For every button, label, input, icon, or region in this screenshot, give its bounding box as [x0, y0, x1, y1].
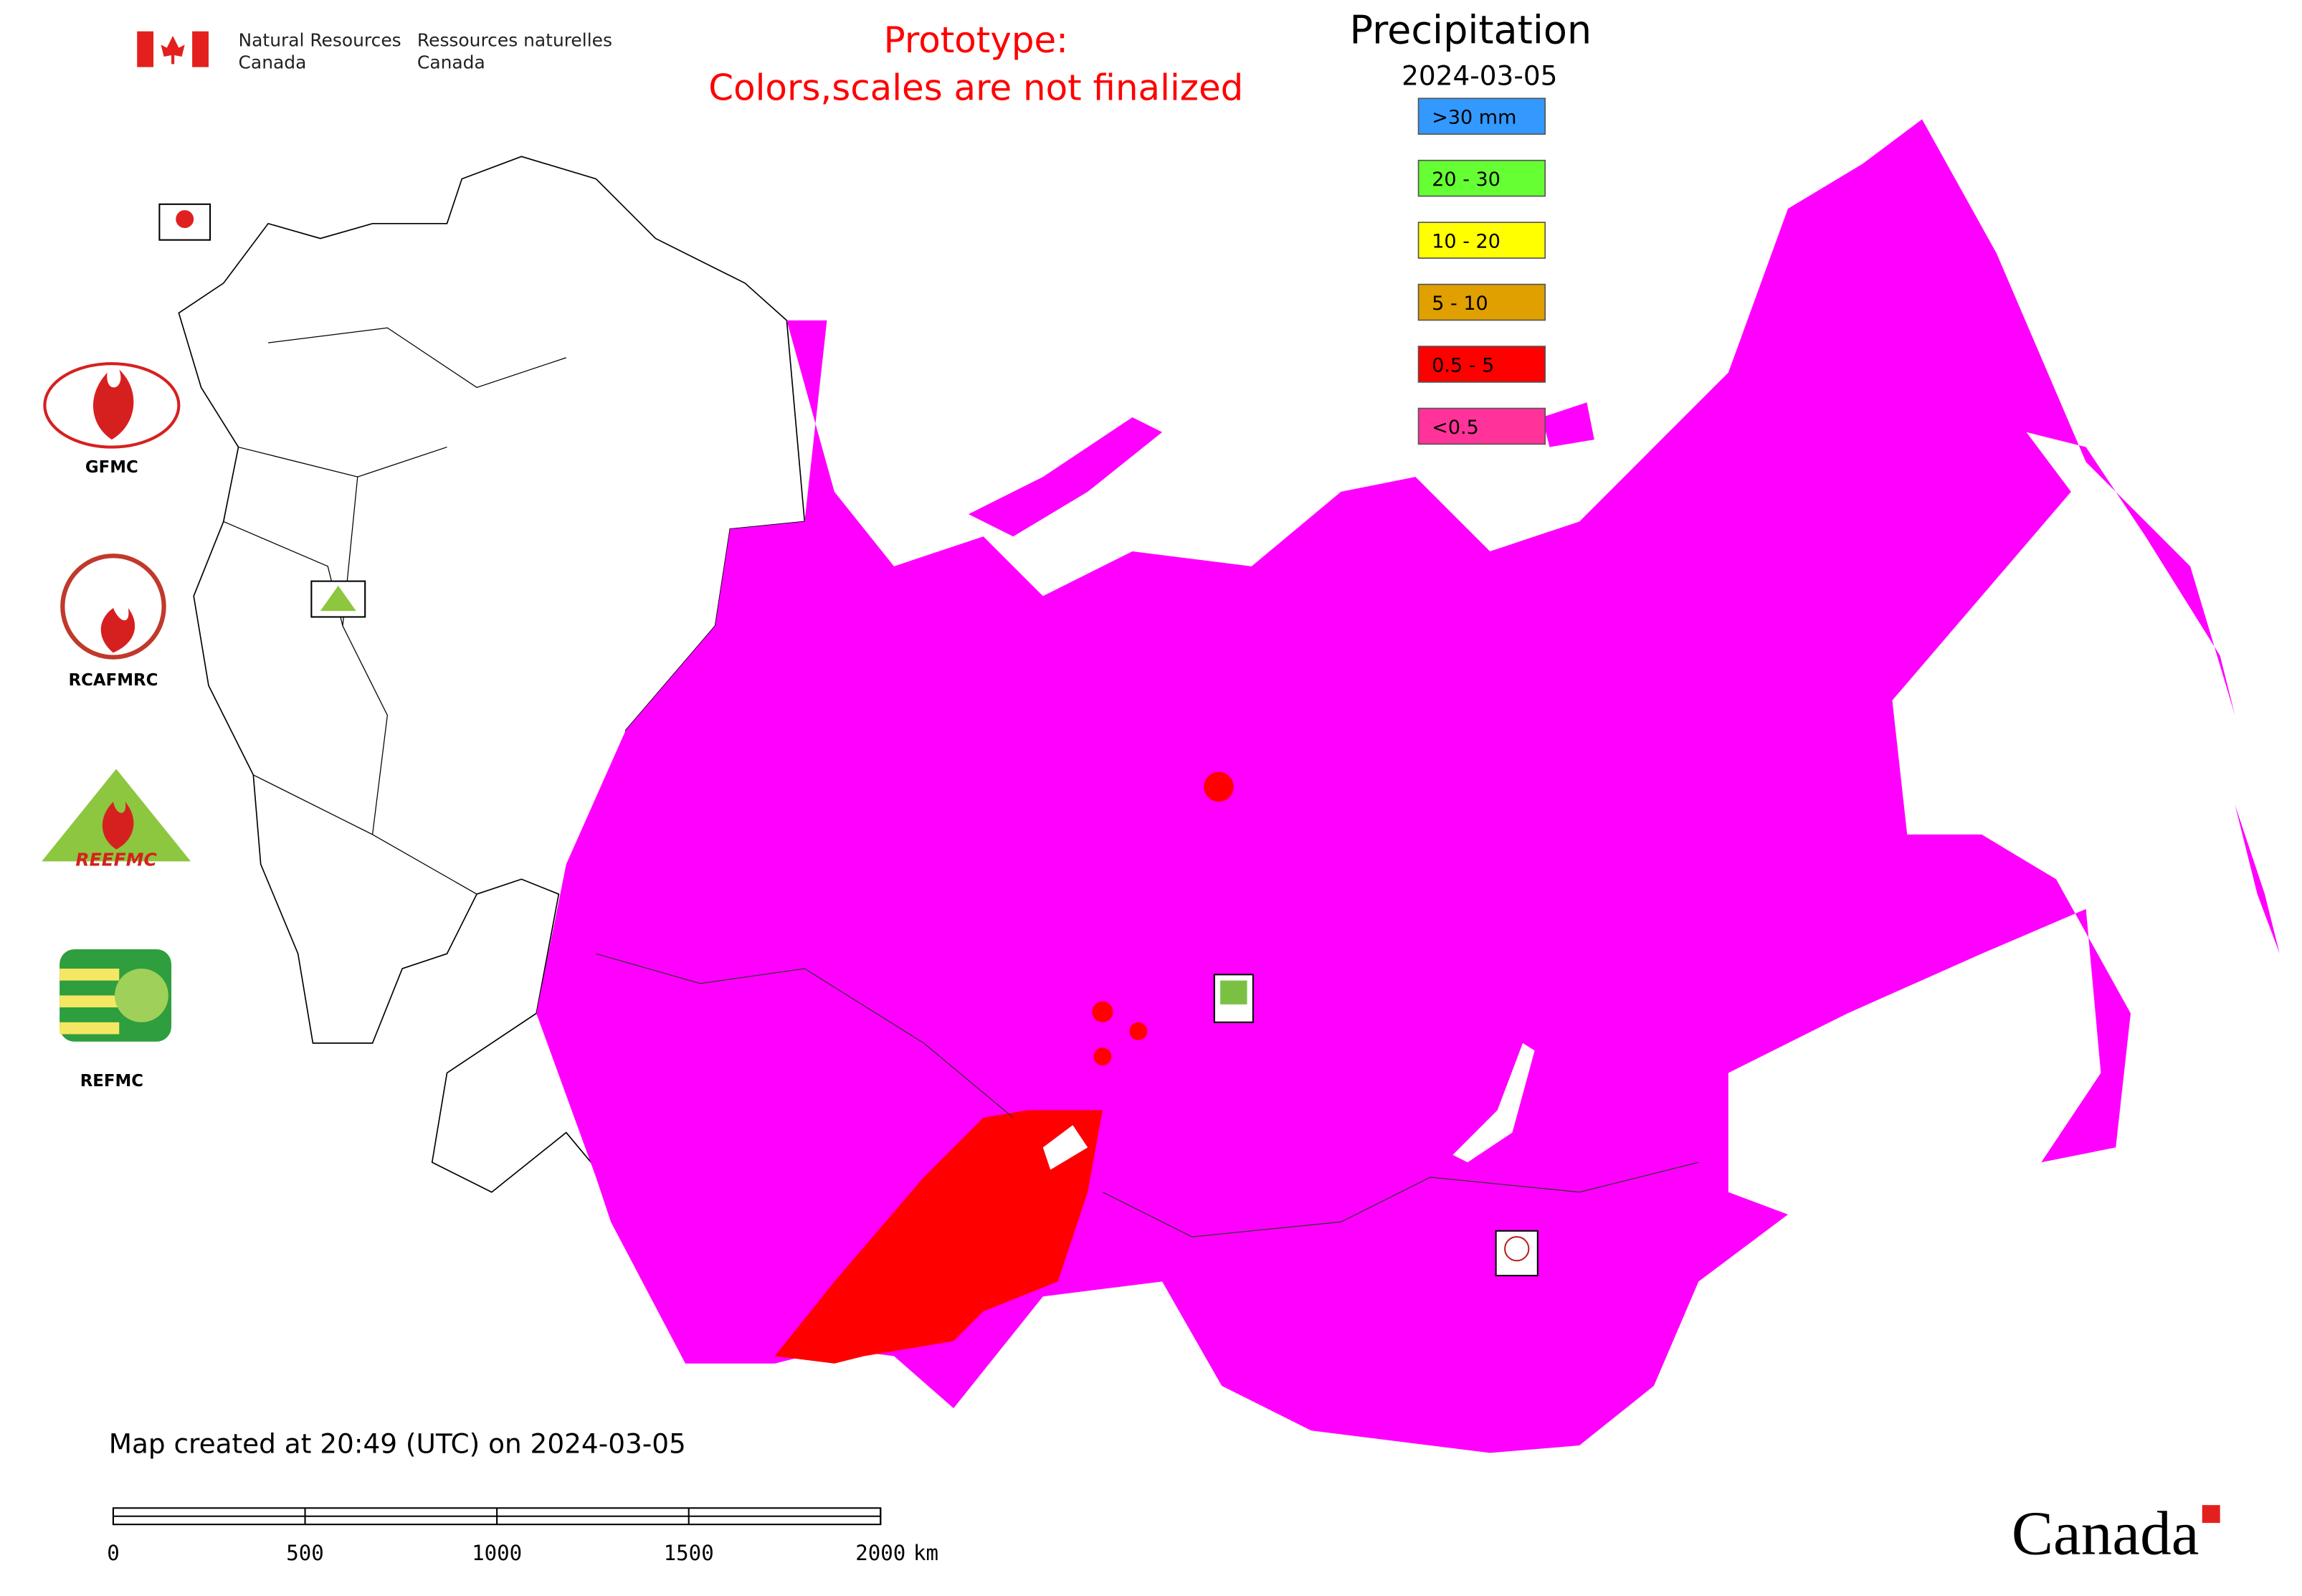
legend-label: 10 - 20 — [1432, 230, 1500, 252]
island — [2235, 804, 2280, 954]
logo-label: GFMC — [85, 458, 138, 477]
lake — [1452, 1042, 1535, 1163]
legend-label: >30 mm — [1432, 107, 1516, 129]
logo-label: RCAFMRC — [69, 671, 158, 690]
notice: Prototype: — [884, 19, 1068, 61]
legend-swatch — [1417, 222, 1546, 259]
logo-emblem — [115, 968, 168, 1022]
legend-title: Precipitation — [1349, 7, 1592, 52]
flag-leaf — [161, 35, 185, 65]
precipitation-area — [536, 119, 2235, 1453]
department-name: Natural Resources — [239, 29, 401, 50]
center-marker-icon — [176, 210, 194, 229]
precipitation-spot — [1093, 1048, 1112, 1066]
scale-label: 1000 — [472, 1541, 522, 1565]
department-name: Ressources naturelles — [417, 29, 612, 50]
scale-bar: 0 500 1000 1500 2000 km — [107, 1507, 938, 1565]
legend-label: <0.5 — [1432, 417, 1479, 439]
creation-note: Map created at 20:49 (UTC) on 2024-03-05 — [109, 1428, 686, 1459]
precipitation-spot — [1129, 1022, 1148, 1040]
country-name: Canada — [417, 52, 485, 73]
logo-stripe — [60, 1022, 120, 1035]
legend-label: 20 - 30 — [1432, 168, 1500, 191]
wordmark: Canada — [2012, 1498, 2199, 1568]
logo-label: REFMC — [80, 1072, 143, 1091]
precipitation-spot — [1204, 771, 1234, 802]
flag-bar — [192, 31, 209, 67]
precipitation-spot — [1092, 1001, 1113, 1022]
legend-swatch — [1417, 98, 1546, 135]
legend-label: 5 - 10 — [1432, 293, 1488, 315]
scale-label: 0 — [107, 1541, 120, 1565]
center-marker-icon — [1220, 980, 1247, 1004]
logo-flame — [100, 608, 135, 653]
logo-flame — [92, 369, 134, 440]
island — [968, 417, 1163, 537]
logo — [60, 554, 166, 660]
island — [1542, 402, 1594, 447]
scale-label: 2000 — [855, 1541, 905, 1565]
center-marker-icon — [1504, 1236, 1530, 1262]
precipitation-area — [774, 1110, 1103, 1364]
country-outline — [178, 156, 806, 1193]
legend: >30 mm 20 - 30 10 - 20 5 - 10 0.5 - 5 <0.5 — [1417, 98, 1546, 445]
logo-stripe — [60, 995, 120, 1008]
scale-unit: km — [913, 1541, 938, 1565]
logo-text: REEFMC — [75, 850, 157, 870]
legend-swatch — [1417, 346, 1546, 383]
lake — [1042, 1125, 1088, 1170]
legend-swatch — [1417, 407, 1546, 445]
country-name: Canada — [239, 52, 307, 73]
center-marker — [1495, 1230, 1538, 1277]
scale-label: 500 — [286, 1541, 324, 1565]
center-marker-icon — [320, 585, 356, 612]
wordmark-flag — [2202, 1505, 2220, 1524]
legend-label: 0.5 - 5 — [1432, 354, 1494, 376]
legend-swatch — [1417, 283, 1546, 321]
logo-flame — [102, 802, 134, 850]
scale-label: 1500 — [664, 1541, 714, 1565]
legend-date: 2024-03-05 — [1402, 60, 1557, 92]
flag-bar — [137, 31, 154, 67]
logo-stripe — [60, 968, 120, 981]
border-line — [596, 953, 1699, 1238]
border-line — [223, 327, 566, 895]
legend-swatch — [1417, 159, 1546, 197]
notice: Colors,scales are not finalized — [708, 67, 1243, 108]
